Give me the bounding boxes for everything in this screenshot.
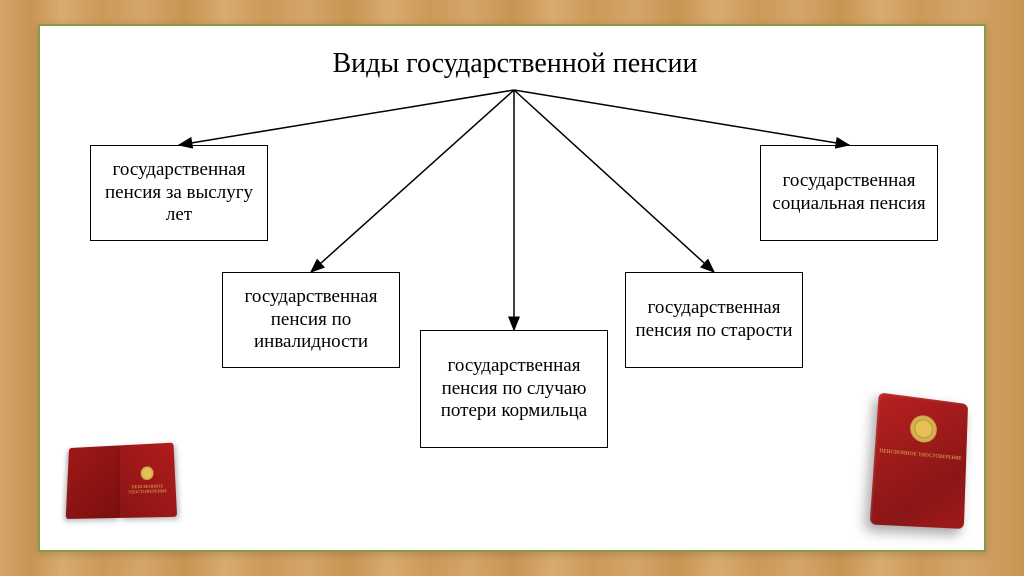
- diagram-title: Виды государственной пенсии: [305, 48, 725, 80]
- node-label: государственная пенсия по инвалидности: [227, 286, 395, 354]
- node-n5: государственная социальная пенсия: [760, 145, 938, 241]
- pension-booklet-open: ПЕНСИОННОЕ УДОСТОВЕРЕНИЕ: [60, 442, 183, 519]
- node-label: государственная пенсия за выслугу лет: [95, 159, 263, 227]
- node-n1: государственная пенсия за выслугу лет: [90, 145, 268, 241]
- booklet-left-page: [66, 445, 120, 519]
- booklet-right-page: ПЕНСИОННОЕ УДОСТОВЕРЕНИЕ: [120, 443, 177, 518]
- passport-emblem-icon: [909, 414, 937, 444]
- booklet-emblem-icon: [141, 466, 154, 480]
- node-label: государственная социальная пенсия: [765, 170, 933, 216]
- node-n2: государственная пенсия по инвалидности: [222, 272, 400, 368]
- pension-passport: ПЕНСИОННОЕ УДОСТОВЕРЕНИЕ: [870, 392, 968, 529]
- node-label: государственная пенсия по случаю потери …: [425, 355, 603, 423]
- title-text: Виды государственной пенсии: [332, 48, 697, 79]
- booklet-text: ПЕНСИОННОЕ УДОСТОВЕРЕНИЕ: [120, 482, 176, 494]
- node-n4: государственная пенсия по старости: [625, 272, 803, 368]
- passport-text: ПЕНСИОННОЕ УДОСТОВЕРЕНИЕ: [879, 448, 962, 463]
- node-n3: государственная пенсия по случаю потери …: [420, 330, 608, 448]
- node-label: государственная пенсия по старости: [630, 297, 798, 343]
